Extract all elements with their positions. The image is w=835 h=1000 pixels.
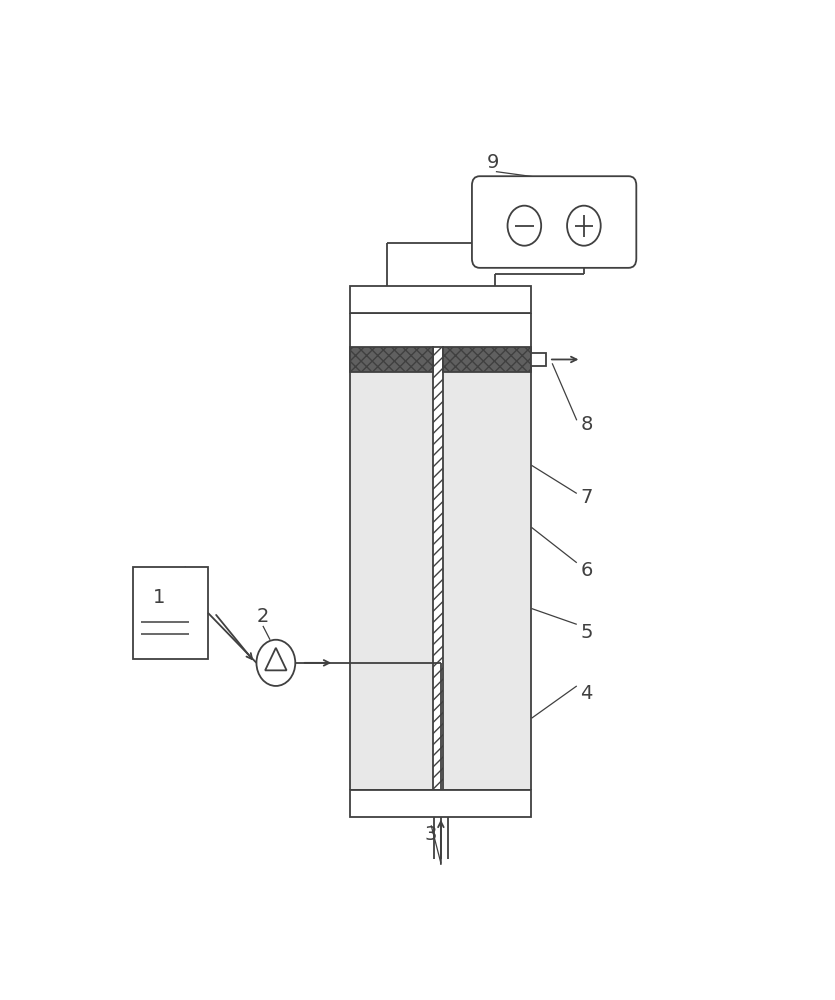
Text: 8: 8 <box>580 415 593 434</box>
Text: 1: 1 <box>153 588 165 607</box>
Bar <box>134 567 208 659</box>
Bar <box>351 312 532 347</box>
Bar <box>351 347 433 372</box>
Bar <box>443 372 531 790</box>
Bar <box>351 372 433 790</box>
Bar <box>351 286 532 312</box>
Text: 3: 3 <box>425 825 438 844</box>
Text: 6: 6 <box>580 561 593 580</box>
Bar <box>443 347 531 372</box>
Text: 5: 5 <box>580 623 593 642</box>
Bar <box>531 353 546 366</box>
FancyBboxPatch shape <box>472 176 636 268</box>
Bar <box>351 790 532 817</box>
Text: 9: 9 <box>487 153 498 172</box>
Text: 7: 7 <box>580 488 593 507</box>
Bar <box>433 347 443 790</box>
Text: 4: 4 <box>580 684 593 703</box>
Text: 2: 2 <box>256 607 269 626</box>
